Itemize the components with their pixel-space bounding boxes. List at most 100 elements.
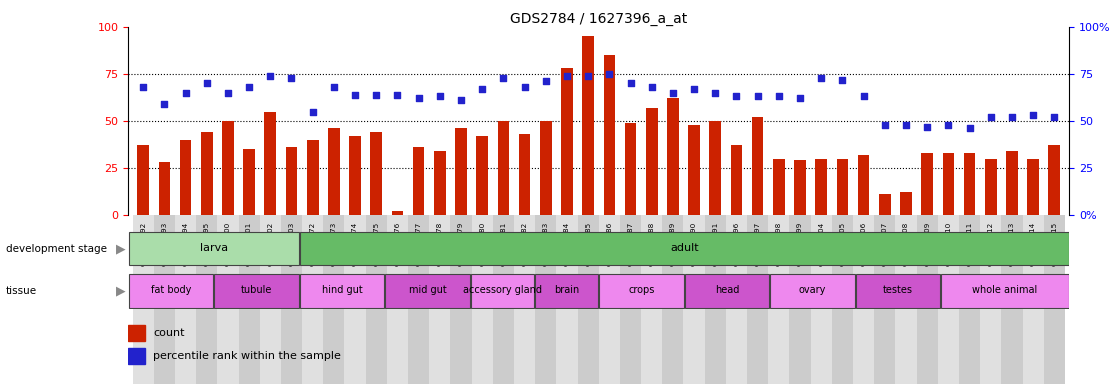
Bar <box>128 274 213 308</box>
Point <box>791 95 809 101</box>
Point <box>643 84 661 90</box>
Bar <box>789 215 810 384</box>
Bar <box>498 121 509 215</box>
Text: crops: crops <box>628 285 655 295</box>
Bar <box>662 215 683 384</box>
Point <box>812 74 830 81</box>
Bar <box>264 112 276 215</box>
Bar <box>260 215 281 384</box>
Bar <box>455 129 466 215</box>
Bar <box>408 215 430 384</box>
Bar <box>214 274 299 308</box>
Bar <box>201 132 212 215</box>
Text: tubule: tubule <box>241 285 272 295</box>
Point <box>770 93 788 99</box>
Bar <box>392 211 403 215</box>
Bar <box>901 192 912 215</box>
Bar <box>243 149 254 215</box>
Point <box>1046 114 1064 120</box>
Point <box>855 93 873 99</box>
Point <box>388 91 406 98</box>
Point <box>706 90 724 96</box>
Bar <box>218 215 239 384</box>
Bar <box>1048 146 1060 215</box>
Bar <box>430 215 451 384</box>
Bar <box>128 325 145 341</box>
Bar <box>604 55 615 215</box>
Point <box>494 74 512 81</box>
Bar <box>385 274 470 308</box>
Bar <box>514 215 536 384</box>
Text: tissue: tissue <box>6 286 37 296</box>
Bar <box>619 215 641 384</box>
Bar <box>128 348 145 364</box>
Point <box>240 84 258 90</box>
Bar <box>773 159 785 215</box>
Bar <box>222 121 233 215</box>
Bar <box>747 215 768 384</box>
Point <box>155 101 173 107</box>
Point <box>834 76 852 83</box>
Title: GDS2784 / 1627396_a_at: GDS2784 / 1627396_a_at <box>510 12 687 26</box>
Point <box>897 122 915 128</box>
Bar <box>302 215 324 384</box>
Bar <box>300 232 1069 265</box>
Bar <box>646 108 657 215</box>
Point <box>176 90 194 96</box>
Point <box>304 109 321 115</box>
Bar <box>641 215 662 384</box>
Text: development stage: development stage <box>6 243 107 254</box>
Point <box>1024 112 1042 118</box>
Bar <box>307 140 318 215</box>
Bar <box>196 215 218 384</box>
Bar <box>434 151 445 215</box>
Text: head: head <box>715 285 739 295</box>
Bar <box>810 215 831 384</box>
Text: brain: brain <box>554 285 579 295</box>
Bar <box>286 147 297 215</box>
Text: ▶: ▶ <box>116 242 125 255</box>
Bar <box>837 159 848 215</box>
Bar <box>536 215 557 384</box>
Bar <box>1007 151 1018 215</box>
Point <box>579 73 597 79</box>
Bar <box>493 215 514 384</box>
Point <box>876 122 894 128</box>
Point <box>198 80 215 86</box>
Bar <box>710 121 721 215</box>
Point <box>622 80 639 86</box>
Point <box>961 126 979 132</box>
Bar <box>831 215 853 384</box>
Point <box>600 71 618 77</box>
Bar <box>752 117 763 215</box>
Bar <box>535 274 598 308</box>
Bar <box>685 274 769 308</box>
Text: whole animal: whole animal <box>972 285 1038 295</box>
Text: testes: testes <box>883 285 913 295</box>
Bar <box>1001 215 1022 384</box>
Bar <box>667 98 679 215</box>
Bar <box>387 215 408 384</box>
Point <box>134 84 152 90</box>
Bar <box>328 129 339 215</box>
Bar <box>133 215 154 384</box>
Bar <box>180 140 191 215</box>
Point <box>325 84 343 90</box>
Bar <box>731 146 742 215</box>
Bar <box>472 215 493 384</box>
Bar <box>345 215 366 384</box>
Text: adult: adult <box>670 243 699 253</box>
Point <box>261 73 279 79</box>
Point <box>940 122 958 128</box>
Bar <box>689 125 700 215</box>
Bar <box>371 132 382 215</box>
Bar <box>856 274 941 308</box>
Bar <box>451 215 472 384</box>
Bar <box>413 147 424 215</box>
Text: fat body: fat body <box>151 285 191 295</box>
Bar <box>1043 215 1065 384</box>
Point <box>282 74 300 81</box>
Bar <box>959 215 980 384</box>
Bar <box>858 155 869 215</box>
Bar <box>795 161 806 215</box>
